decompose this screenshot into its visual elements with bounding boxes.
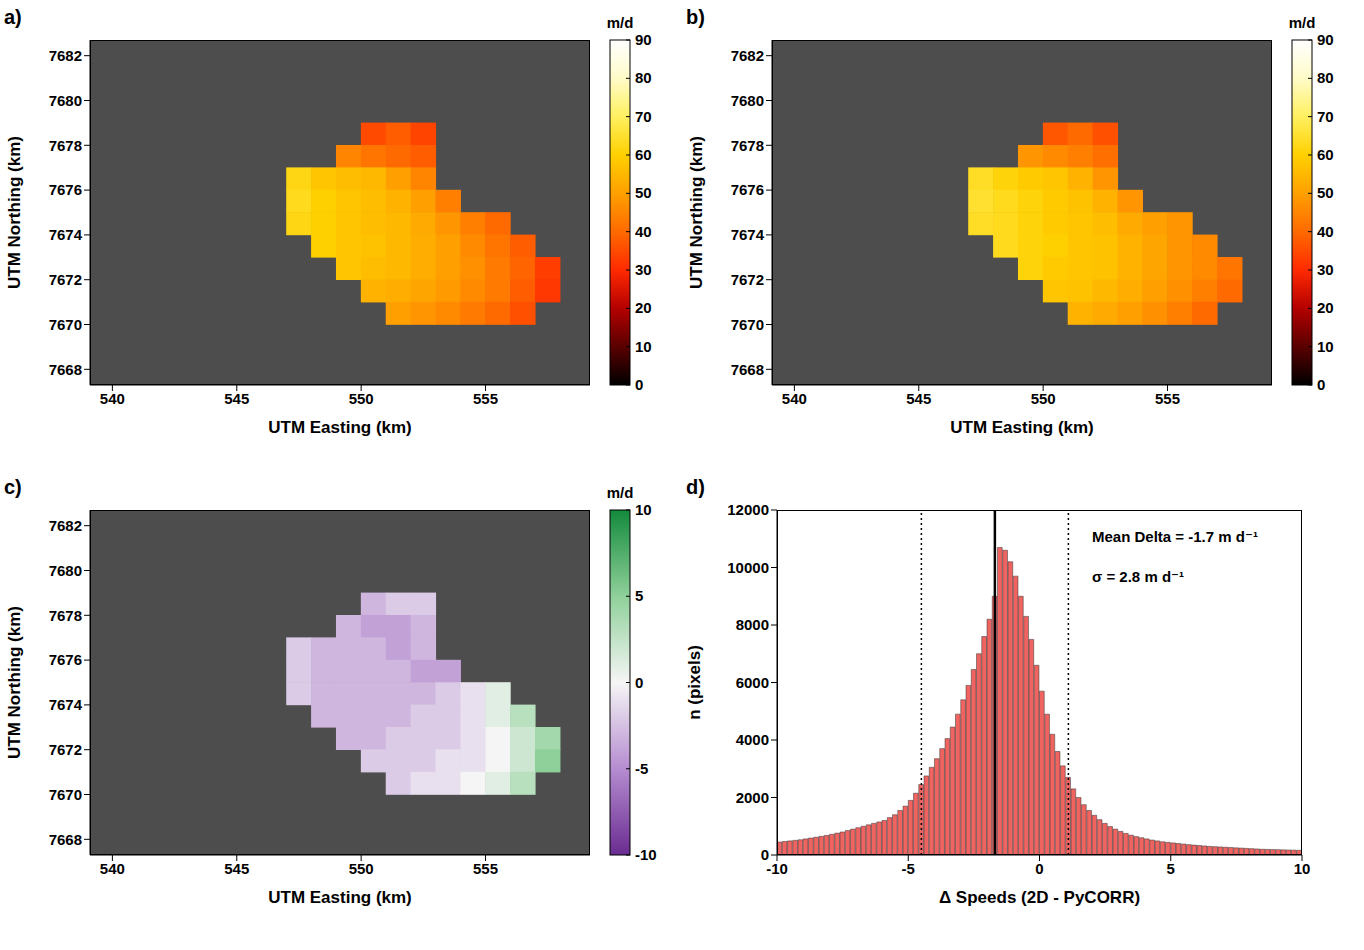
svg-text:40: 40 <box>1317 223 1334 240</box>
html-text:σ = 2.8 m d⁻¹: σ = 2.8 m d⁻¹ <box>1092 568 1184 585</box>
svg-text:UTM Easting (km): UTM Easting (km) <box>268 418 412 437</box>
svg-text:7678: 7678 <box>49 607 82 624</box>
svg-text:5: 5 <box>635 587 643 604</box>
svg-text:7668: 7668 <box>731 361 764 378</box>
svg-text:7682: 7682 <box>49 47 82 64</box>
svg-text:7674: 7674 <box>49 226 83 243</box>
svg-text:80: 80 <box>1317 69 1334 86</box>
svg-text:7674: 7674 <box>731 226 765 243</box>
svg-text:50: 50 <box>1317 184 1334 201</box>
svg-text:7678: 7678 <box>731 137 764 154</box>
svg-text:60: 60 <box>1317 146 1334 163</box>
svg-text:545: 545 <box>906 390 931 407</box>
svg-text:UTM Northing (km): UTM Northing (km) <box>687 136 706 289</box>
svg-text:7680: 7680 <box>49 562 82 579</box>
svg-text:7680: 7680 <box>731 92 764 109</box>
svg-text:8000: 8000 <box>736 616 769 633</box>
svg-text:m/d: m/d <box>1289 14 1316 31</box>
svg-text:7670: 7670 <box>731 316 764 333</box>
svg-text:7672: 7672 <box>49 271 82 288</box>
html-text:b): b) <box>686 6 705 28</box>
svg-text:7672: 7672 <box>49 741 82 758</box>
svg-text:7670: 7670 <box>49 786 82 803</box>
svg-text:7676: 7676 <box>731 181 764 198</box>
svg-text:UTM Northing (km): UTM Northing (km) <box>5 606 24 759</box>
svg-text:4000: 4000 <box>736 731 769 748</box>
svg-text:10: 10 <box>635 338 652 355</box>
svg-text:555: 555 <box>473 390 498 407</box>
html-text:c): c) <box>4 476 22 498</box>
svg-text:2000: 2000 <box>736 789 769 806</box>
svg-text:540: 540 <box>100 390 125 407</box>
svg-text:30: 30 <box>635 261 652 278</box>
svg-text:550: 550 <box>349 860 374 877</box>
svg-text:-5: -5 <box>902 860 915 877</box>
svg-text:10000: 10000 <box>727 559 769 576</box>
html-text:d): d) <box>686 476 705 498</box>
svg-text:7676: 7676 <box>49 181 82 198</box>
svg-text:UTM Easting (km): UTM Easting (km) <box>268 888 412 907</box>
svg-text:m/d: m/d <box>607 484 634 501</box>
svg-text:545: 545 <box>224 390 249 407</box>
svg-text:7668: 7668 <box>49 361 82 378</box>
svg-text:n (pixels): n (pixels) <box>685 645 704 720</box>
svg-text:80: 80 <box>635 69 652 86</box>
svg-text:0: 0 <box>1035 860 1043 877</box>
svg-text:Δ Speeds (2D - PyCORR): Δ Speeds (2D - PyCORR) <box>939 888 1140 907</box>
svg-text:7680: 7680 <box>49 92 82 109</box>
svg-text:7676: 7676 <box>49 651 82 668</box>
svg-text:40: 40 <box>635 223 652 240</box>
svg-text:70: 70 <box>635 108 652 125</box>
svg-text:60: 60 <box>635 146 652 163</box>
svg-text:UTM Northing (km): UTM Northing (km) <box>5 136 24 289</box>
svg-text:-5: -5 <box>635 760 648 777</box>
svg-text:90: 90 <box>1317 31 1334 48</box>
svg-text:UTM Easting (km): UTM Easting (km) <box>950 418 1094 437</box>
svg-text:12000: 12000 <box>727 501 769 518</box>
svg-text:540: 540 <box>100 860 125 877</box>
svg-text:20: 20 <box>1317 299 1334 316</box>
svg-text:7672: 7672 <box>731 271 764 288</box>
svg-text:550: 550 <box>349 390 374 407</box>
svg-text:0: 0 <box>635 376 643 393</box>
svg-text:7674: 7674 <box>49 696 83 713</box>
svg-text:70: 70 <box>1317 108 1334 125</box>
svg-text:5: 5 <box>1167 860 1175 877</box>
svg-text:7670: 7670 <box>49 316 82 333</box>
svg-text:30: 30 <box>1317 261 1334 278</box>
svg-text:10: 10 <box>1294 860 1311 877</box>
svg-text:m/d: m/d <box>607 14 634 31</box>
svg-text:0: 0 <box>635 674 643 691</box>
svg-text:555: 555 <box>1155 390 1180 407</box>
svg-text:6000: 6000 <box>736 674 769 691</box>
svg-text:7678: 7678 <box>49 137 82 154</box>
svg-text:7682: 7682 <box>731 47 764 64</box>
svg-text:90: 90 <box>635 31 652 48</box>
svg-text:550: 550 <box>1031 390 1056 407</box>
svg-text:20: 20 <box>635 299 652 316</box>
svg-text:545: 545 <box>224 860 249 877</box>
svg-text:0: 0 <box>1317 376 1325 393</box>
html-text:Mean Delta = -1.7 m d⁻¹: Mean Delta = -1.7 m d⁻¹ <box>1092 528 1258 545</box>
svg-text:7682: 7682 <box>49 517 82 534</box>
html-text:a): a) <box>4 6 22 28</box>
svg-text:50: 50 <box>635 184 652 201</box>
svg-text:-10: -10 <box>766 860 788 877</box>
svg-text:0: 0 <box>761 846 769 863</box>
svg-text:555: 555 <box>473 860 498 877</box>
svg-text:540: 540 <box>782 390 807 407</box>
svg-text:10: 10 <box>1317 338 1334 355</box>
svg-text:10: 10 <box>635 501 652 518</box>
svg-text:-10: -10 <box>635 846 657 863</box>
svg-text:7668: 7668 <box>49 831 82 848</box>
